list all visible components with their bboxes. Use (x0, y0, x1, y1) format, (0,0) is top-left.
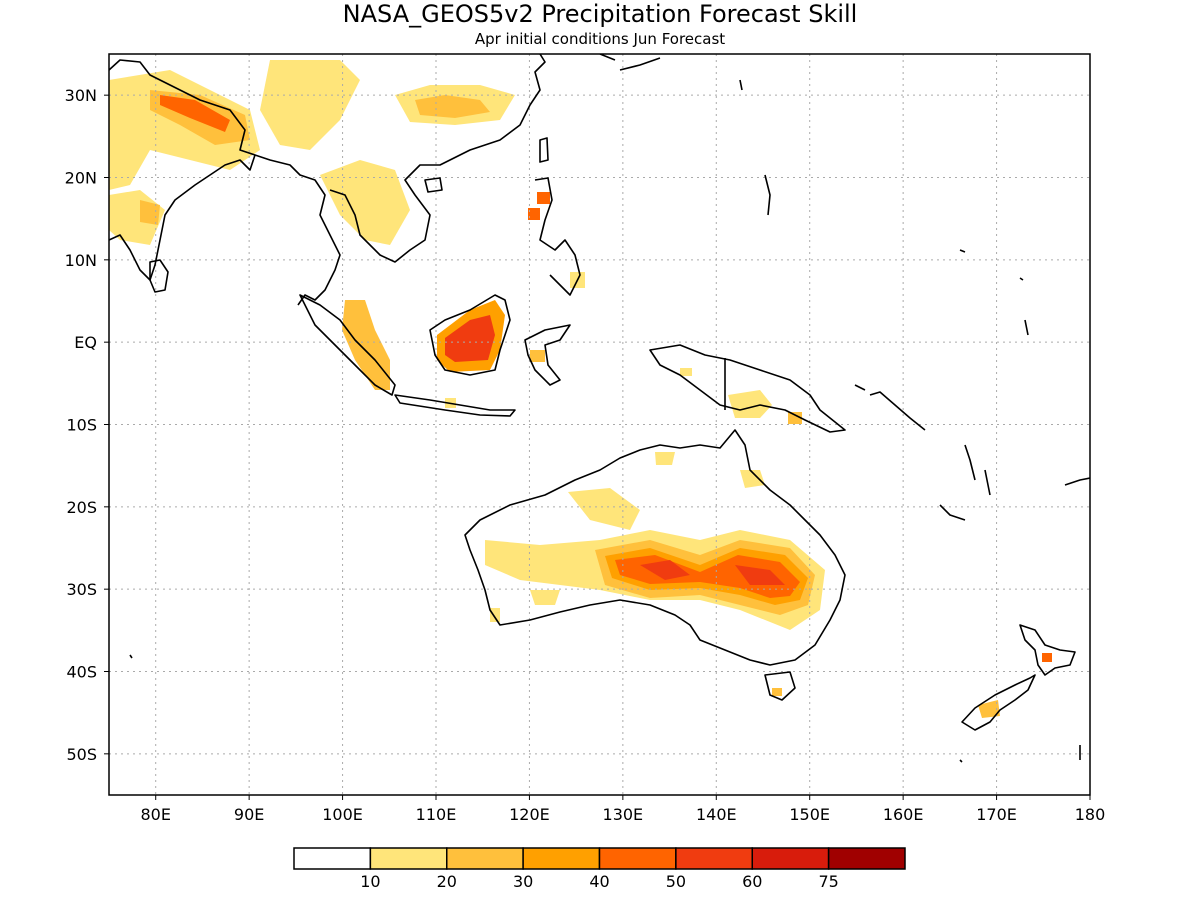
coast-java (394, 394, 516, 417)
skill-shading (109, 60, 1052, 718)
coast-solomons (854, 384, 926, 431)
plot-frame (108, 53, 1091, 796)
coast-fiji (1064, 477, 1090, 486)
coast-taiwan (539, 137, 549, 163)
lat-tick-label: 50S (66, 745, 97, 764)
lat-tick-label: 30N (65, 86, 97, 105)
colorbar-swatch (598, 847, 677, 870)
shade-southwest-australia (530, 590, 560, 605)
colorbar-swatch (522, 847, 601, 870)
lat-tick-label: 10N (65, 251, 97, 270)
colorbar-swatch (751, 847, 830, 870)
shade-new-guinea-b (788, 412, 802, 424)
lon-tick-label: 120E (509, 805, 550, 824)
shade-china (260, 60, 360, 150)
colorbar-label: 10 (360, 872, 380, 891)
coast-sri-lanka (149, 259, 169, 293)
shade-indochina (320, 160, 410, 245)
shade-new-guinea (728, 390, 772, 418)
lat-tick-label: 40S (66, 663, 97, 682)
shade-nz-south (978, 700, 1000, 718)
colorbar-label: 40 (589, 872, 609, 891)
shade-himalaya-core (160, 95, 230, 132)
colorbar-swatch (446, 847, 524, 870)
coast-vanuatu (939, 444, 976, 521)
shade-borneo-core (445, 315, 495, 362)
lat-tick-label: 20N (65, 169, 97, 188)
coast-nz-south (961, 674, 1036, 731)
colorbar-swatch (369, 847, 448, 870)
shade-luzon-b (528, 208, 540, 220)
axis-ticks (104, 94, 1091, 800)
shade-north-australia-c (655, 452, 675, 465)
lon-tick-label: 80E (140, 805, 170, 824)
coast-nz-north (1019, 624, 1076, 676)
shade-central-australia-peak (640, 560, 785, 585)
shade-timor (680, 368, 692, 376)
shade-north-australia-b (740, 470, 765, 488)
lon-tick-label: 110E (416, 805, 457, 824)
colorbar-swatch (827, 847, 906, 870)
colorbar: 10 20 30 40 50 60 75 (293, 847, 906, 891)
lat-tick-label: 30S (66, 580, 97, 599)
shade-nz-north (1042, 653, 1052, 662)
coast-philippines (534, 177, 581, 296)
coast-sumatra (299, 294, 396, 396)
colorbar-label: 30 (513, 872, 533, 891)
shade-north-australia-a (568, 488, 640, 530)
shade-east-india (140, 200, 160, 225)
lon-tick-label: 100E (322, 805, 363, 824)
coast-india (109, 59, 256, 281)
lon-tick-label: 130E (603, 805, 644, 824)
colorbar-label: 50 (666, 872, 686, 891)
lon-tick-label: 140E (696, 805, 737, 824)
map-title: NASA_GEOS5v2 Precipitation Forecast Skil… (343, 0, 858, 28)
shade-china-east-core (415, 95, 490, 118)
coast-australia (464, 429, 846, 666)
lat-tick-label: 10S (66, 416, 97, 435)
shade-sumatra (342, 300, 390, 390)
colorbar-swatch (293, 847, 372, 870)
lon-tick-label: 90E (234, 805, 264, 824)
coastlines (109, 54, 1090, 763)
lat-tick-label: 20S (66, 498, 97, 517)
lat-tick-label: EQ (74, 333, 97, 352)
coast-japan (599, 54, 661, 71)
lon-tick-label: 160E (883, 805, 924, 824)
colorbar-label: 75 (818, 872, 838, 891)
coast-borneo (429, 294, 511, 376)
coast-se-asia (254, 54, 546, 306)
coast-new-guinea (649, 344, 846, 433)
lon-tick-label: 180 (1075, 805, 1106, 824)
latitude-labels: 30N 20N 10N EQ 10S 20S 30S 40S 50S (65, 86, 97, 764)
coast-sulawesi (524, 324, 571, 386)
shade-sulawesi (530, 350, 545, 362)
colorbar-label: 20 (437, 872, 457, 891)
shade-luzon (537, 192, 550, 204)
shade-west-australia (490, 608, 500, 622)
coast-hainan (424, 177, 443, 193)
shade-tasmania (772, 688, 782, 696)
lat-lon-grid (109, 54, 1090, 795)
coast-islands-misc (129, 79, 1081, 763)
longitude-labels: 80E 90E 100E 110E 120E 130E 140E 150E 160E 170E 18… (140, 805, 1105, 824)
lon-tick-label: 170E (976, 805, 1017, 824)
map-subtitle: Apr initial conditions Jun Forecast (475, 30, 725, 48)
colorbar-swatch (675, 847, 753, 870)
lon-tick-label: 150E (789, 805, 830, 824)
coast-tasmania (764, 671, 796, 701)
shade-north-india (109, 70, 260, 190)
colorbar-label: 60 (742, 872, 762, 891)
